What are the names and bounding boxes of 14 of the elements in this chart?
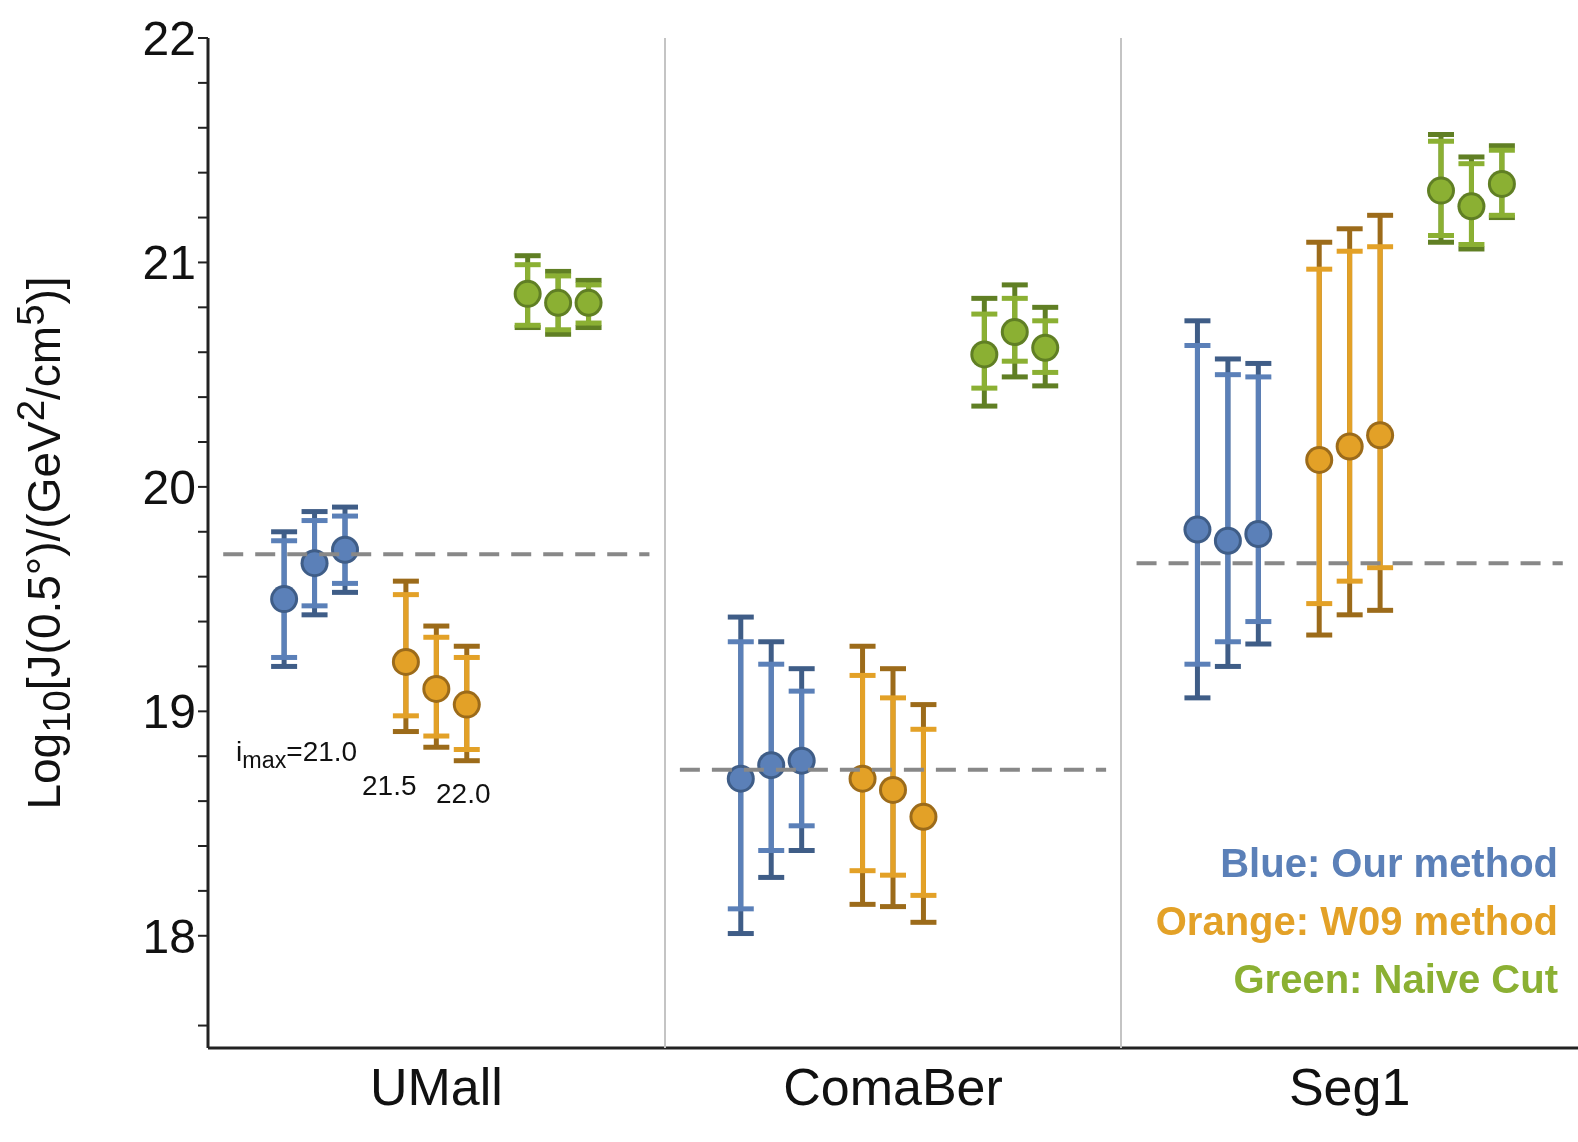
- y-tick-label: 19: [142, 685, 196, 739]
- x-tick-label: UMall: [369, 1057, 503, 1116]
- annotation: 21.5: [362, 770, 417, 802]
- y-tick-label: 21: [142, 236, 196, 290]
- x-tick-label: Seg1: [1288, 1057, 1411, 1116]
- annotation: i$_{max}$=21.0: [236, 736, 358, 774]
- y-tick-label: 18: [142, 909, 196, 963]
- x-tick-label: ComaBer: [783, 1057, 1003, 1116]
- text: Orange: W09 method: [1155, 898, 1558, 945]
- annotation: 22.0: [436, 778, 491, 810]
- text: Green: Naive Cut: [1232, 956, 1558, 1003]
- y-tick-label: 22: [142, 12, 196, 66]
- y-tick-label: 20: [142, 460, 196, 514]
- text: Blue: Our method: [1219, 840, 1558, 887]
